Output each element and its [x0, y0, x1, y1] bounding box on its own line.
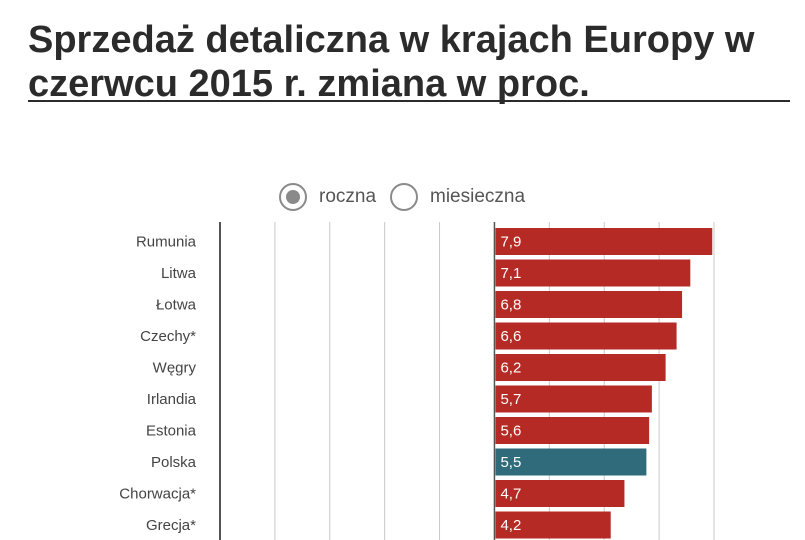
bar-value-label: 6,2	[500, 360, 521, 377]
bar[interactable]	[495, 511, 611, 539]
radio-selected-icon	[279, 183, 307, 211]
chart-title: Sprzedaż detaliczna w krajach Europy w c…	[28, 19, 755, 105]
radio-miesieczna[interactable]: miesieczna	[390, 183, 525, 211]
radio-miesieczna-label: miesieczna	[430, 186, 526, 207]
bar-value-label: 5,5	[500, 454, 521, 471]
category-label: Łotwa	[156, 297, 197, 314]
bar[interactable]	[495, 259, 691, 287]
bar-value-label: 5,6	[500, 423, 521, 440]
category-label: Grecja*	[146, 517, 196, 534]
bar-value-label: 5,7	[500, 391, 521, 408]
category-label: Litwa	[161, 265, 197, 282]
bar[interactable]	[495, 448, 647, 476]
bar-value-label: 4,7	[500, 486, 521, 503]
radio-roczna-label: roczna	[319, 186, 377, 207]
category-label: Węgry	[153, 360, 197, 377]
bar-value-label: 6,6	[500, 328, 521, 345]
period-toggle: roczna miesieczna	[0, 183, 805, 217]
bar-value-label: 4,2	[500, 517, 521, 534]
bar[interactable]	[495, 354, 666, 381]
bar[interactable]	[495, 385, 652, 413]
radio-roczna[interactable]: roczna	[279, 183, 376, 211]
bar[interactable]	[495, 291, 683, 318]
category-label: Chorwacja*	[119, 486, 196, 503]
bar-value-label: 7,1	[500, 265, 521, 282]
bar-value-label: 6,8	[500, 297, 521, 314]
category-label: Irlandia	[147, 391, 197, 408]
category-label: Estonia	[146, 423, 197, 440]
category-label: Rumunia	[136, 234, 197, 251]
bar[interactable]	[495, 322, 677, 350]
category-label: Polska	[151, 454, 197, 471]
bar[interactable]	[495, 228, 713, 255]
bar[interactable]	[495, 417, 650, 444]
title-underline	[28, 100, 790, 102]
bar[interactable]	[495, 480, 625, 507]
bar-value-label: 7,9	[500, 234, 521, 251]
category-label: Czechy*	[140, 328, 196, 345]
radio-unselected-icon	[390, 183, 418, 211]
